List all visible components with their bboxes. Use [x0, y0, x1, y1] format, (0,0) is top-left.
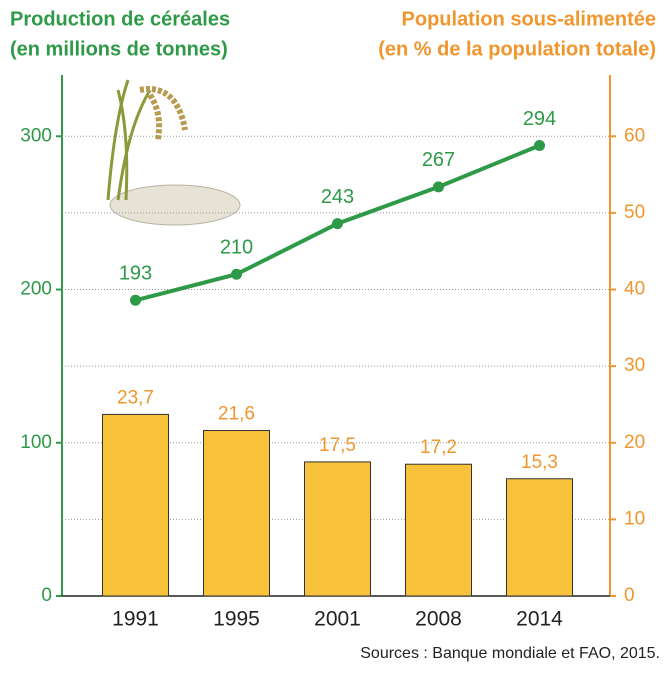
point: [130, 295, 141, 306]
y2-tick-label: 0: [624, 585, 635, 606]
y-axis-title: (en millions de tonnes): [10, 38, 228, 60]
point: [332, 218, 343, 229]
bar: [305, 462, 371, 596]
y2-tick-label: 20: [624, 432, 645, 453]
x-tick-label: 2008: [415, 608, 462, 631]
y-tick-label: 100: [20, 432, 52, 453]
y2-tick-label: 50: [624, 202, 645, 223]
bar-value-label: 15,3: [521, 452, 558, 473]
y-tick-label: 0: [41, 585, 52, 606]
y-tick-label: 200: [20, 279, 52, 300]
y2-axis-title: (en % de la population totale): [378, 38, 656, 60]
point-value-label: 243: [321, 186, 354, 208]
x-tick-label: 2001: [314, 608, 361, 631]
bar: [103, 414, 169, 596]
bar: [204, 431, 270, 596]
source: Sources : Banque mondiale et FAO, 2015.: [360, 645, 660, 662]
y-tick-label: 300: [20, 125, 52, 146]
point: [231, 269, 242, 280]
bar-value-label: 23,7: [117, 387, 154, 408]
chart: Production de céréales (en millions de t…: [0, 0, 666, 668]
y-axis-title: Production de céréales: [10, 8, 230, 30]
y2-axis-title: Population sous-alimentée: [402, 8, 656, 30]
point-value-label: 210: [220, 236, 253, 258]
bar-value-label: 21,6: [218, 404, 255, 425]
point-value-label: 294: [523, 108, 556, 130]
x-tick-label: 1991: [112, 608, 159, 631]
y2-tick-label: 10: [624, 508, 645, 529]
point: [534, 140, 545, 151]
point: [433, 181, 444, 192]
x-tick-label: 2014: [516, 608, 563, 631]
bar-value-label: 17,2: [420, 437, 457, 458]
x-tick-label: 1995: [213, 608, 260, 631]
bar: [406, 464, 472, 596]
bar: [507, 479, 573, 596]
point-value-label: 267: [422, 149, 455, 171]
page: Production de céréales (en millions de t…: [0, 0, 666, 673]
point-value-label: 193: [119, 263, 152, 285]
y2-tick-label: 40: [624, 279, 645, 300]
y2-tick-label: 30: [624, 355, 645, 376]
bar-value-label: 17,5: [319, 435, 356, 456]
rice-illustration: [108, 80, 240, 225]
y2-tick-label: 60: [624, 125, 645, 146]
